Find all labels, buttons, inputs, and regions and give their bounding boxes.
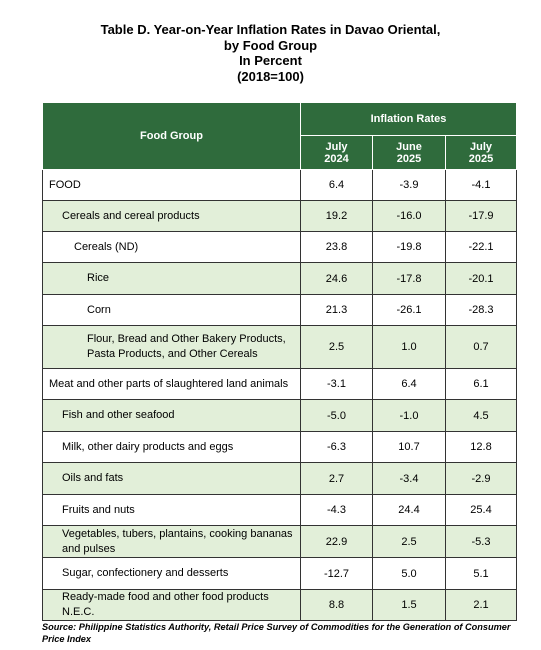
food-group: Rice <box>42 262 301 295</box>
table-row: Sugar, confectionery and desserts -12.7 5.… <box>42 557 517 590</box>
rate-cell: 24.6 <box>300 262 373 295</box>
rate-cell: 6.1 <box>445 368 517 400</box>
rate-cell: -4.3 <box>300 494 373 526</box>
rate-cell: -3.1 <box>300 368 373 400</box>
column-year: 2025 <box>396 152 422 165</box>
column-header: June 2025 <box>372 135 446 170</box>
rate-cell: -12.7 <box>300 557 373 590</box>
rate-cell: 1.0 <box>372 325 446 369</box>
rate-cell: 2.7 <box>300 462 373 495</box>
rate-cell: -6.3 <box>300 431 373 463</box>
rate-cell: -28.3 <box>445 294 517 326</box>
column-header: July 2025 <box>445 135 517 170</box>
food-group: Ready-made food and other food products … <box>42 589 301 621</box>
food-group: Fish and other seafood <box>42 399 301 432</box>
rate-cell: 25.4 <box>445 494 517 526</box>
group-header: Food Group <box>42 102 301 170</box>
rate-cell: 1.5 <box>372 589 446 621</box>
food-group: Fruits and nuts <box>42 494 301 526</box>
rate-cell: -1.0 <box>372 399 446 432</box>
title: Table D. Year-on-Year Inflation Rates in… <box>0 22 541 84</box>
rate-cell: -17.9 <box>445 200 517 232</box>
food-group: FOOD <box>42 169 301 201</box>
table-row: Fish and other seafood -5.0 -1.0 4.5 <box>42 399 517 432</box>
table-row: Cereals and cereal products 19.2 -16.0 -17.… <box>42 200 517 232</box>
column-month: June <box>396 140 422 153</box>
column-header: July 2024 <box>300 135 373 170</box>
rate-cell: 0.7 <box>445 325 517 369</box>
column-month: July <box>325 140 348 153</box>
food-group: Vegetables, tubers, plantains, cooking b… <box>42 525 301 558</box>
rate-cell: -2.9 <box>445 462 517 495</box>
table-row: Rice 24.6 -17.8 -20.1 <box>42 262 517 295</box>
rate-cell: 5.0 <box>372 557 446 590</box>
table-row: Milk, other dairy products and eggs -6.3 1… <box>42 431 517 463</box>
rate-cell: 10.7 <box>372 431 446 463</box>
food-group: Cereals and cereal products <box>42 200 301 232</box>
rate-cell: -26.1 <box>372 294 446 326</box>
rate-cell: 23.8 <box>300 231 373 263</box>
rate-cell: 21.3 <box>300 294 373 326</box>
food-group: Meat and other parts of slaughtered land… <box>42 368 301 400</box>
food-group: Oils and fats <box>42 462 301 495</box>
rate-cell: 5.1 <box>445 557 517 590</box>
rate-cell: 4.5 <box>445 399 517 432</box>
title-line: by Food Group <box>223 37 318 53</box>
rate-cell: 6.4 <box>300 169 373 201</box>
rate-cell: 6.4 <box>372 368 446 400</box>
title-line: In Percent <box>239 53 302 68</box>
rate-cell: -4.1 <box>445 169 517 201</box>
rate-cell: 22.9 <box>300 525 373 558</box>
column-year: 2025 <box>468 152 494 165</box>
rate-cell: 2.5 <box>372 525 446 558</box>
rate-cell: -3.9 <box>372 169 446 201</box>
rate-cell: 8.8 <box>300 589 373 621</box>
title-line: Table D. Year-on-Year Inflation Rates in… <box>100 22 441 37</box>
food-group: Corn <box>42 294 301 326</box>
rate-cell: -5.0 <box>300 399 373 432</box>
table-row: Cereals (ND) 23.8 -19.8 -22.1 <box>42 231 517 263</box>
rate-cell: -5.3 <box>445 525 517 558</box>
rate-cell: -3.4 <box>372 462 446 495</box>
table-row: Meat and other parts of slaughtered land… <box>42 368 517 400</box>
table-row: Corn 21.3 -26.1 -28.3 <box>42 294 517 326</box>
rate-cell: -20.1 <box>445 262 517 295</box>
inflation-table: Food Group Inflation Rates July 2024 June 2… <box>42 102 517 621</box>
rate-cell: -19.8 <box>372 231 446 263</box>
food-group: Sugar, confectionery and desserts <box>42 557 301 590</box>
food-group: Flour, Bread and Other Bakery Products, … <box>42 325 301 369</box>
rate-cell: 24.4 <box>372 494 446 526</box>
table-row: Fruits and nuts -4.3 24.4 25.4 <box>42 494 517 526</box>
rate-cell: -16.0 <box>372 200 446 232</box>
table-row: FOOD 6.4 -3.9 -4.1 <box>42 169 517 201</box>
food-group: Milk, other dairy products and eggs <box>42 431 301 463</box>
column-year: 2024 <box>324 152 349 165</box>
rate-cell: -22.1 <box>445 231 517 263</box>
food-group: Cereals (ND) <box>42 231 301 263</box>
rate-cell: 19.2 <box>300 200 373 232</box>
rate-cell: 12.8 <box>445 431 517 463</box>
table-row: Vegetables, tubers, plantains, cooking b… <box>42 525 517 558</box>
source-note: Source: Philippine Statistics Authority,… <box>42 622 511 644</box>
title-line: (2018=100) <box>237 68 304 84</box>
rate-cell: 2.5 <box>300 325 373 369</box>
rate-cell: 2.1 <box>445 589 517 621</box>
table-row: Ready-made food and other food products … <box>42 589 517 621</box>
rate-cell: -17.8 <box>372 262 446 295</box>
span-header: Inflation Rates <box>300 102 517 136</box>
table-row: Flour, Bread and Other Bakery Products, … <box>42 325 517 369</box>
column-month: July <box>469 140 492 153</box>
table-row: Oils and fats 2.7 -3.4 -2.9 <box>42 462 517 495</box>
